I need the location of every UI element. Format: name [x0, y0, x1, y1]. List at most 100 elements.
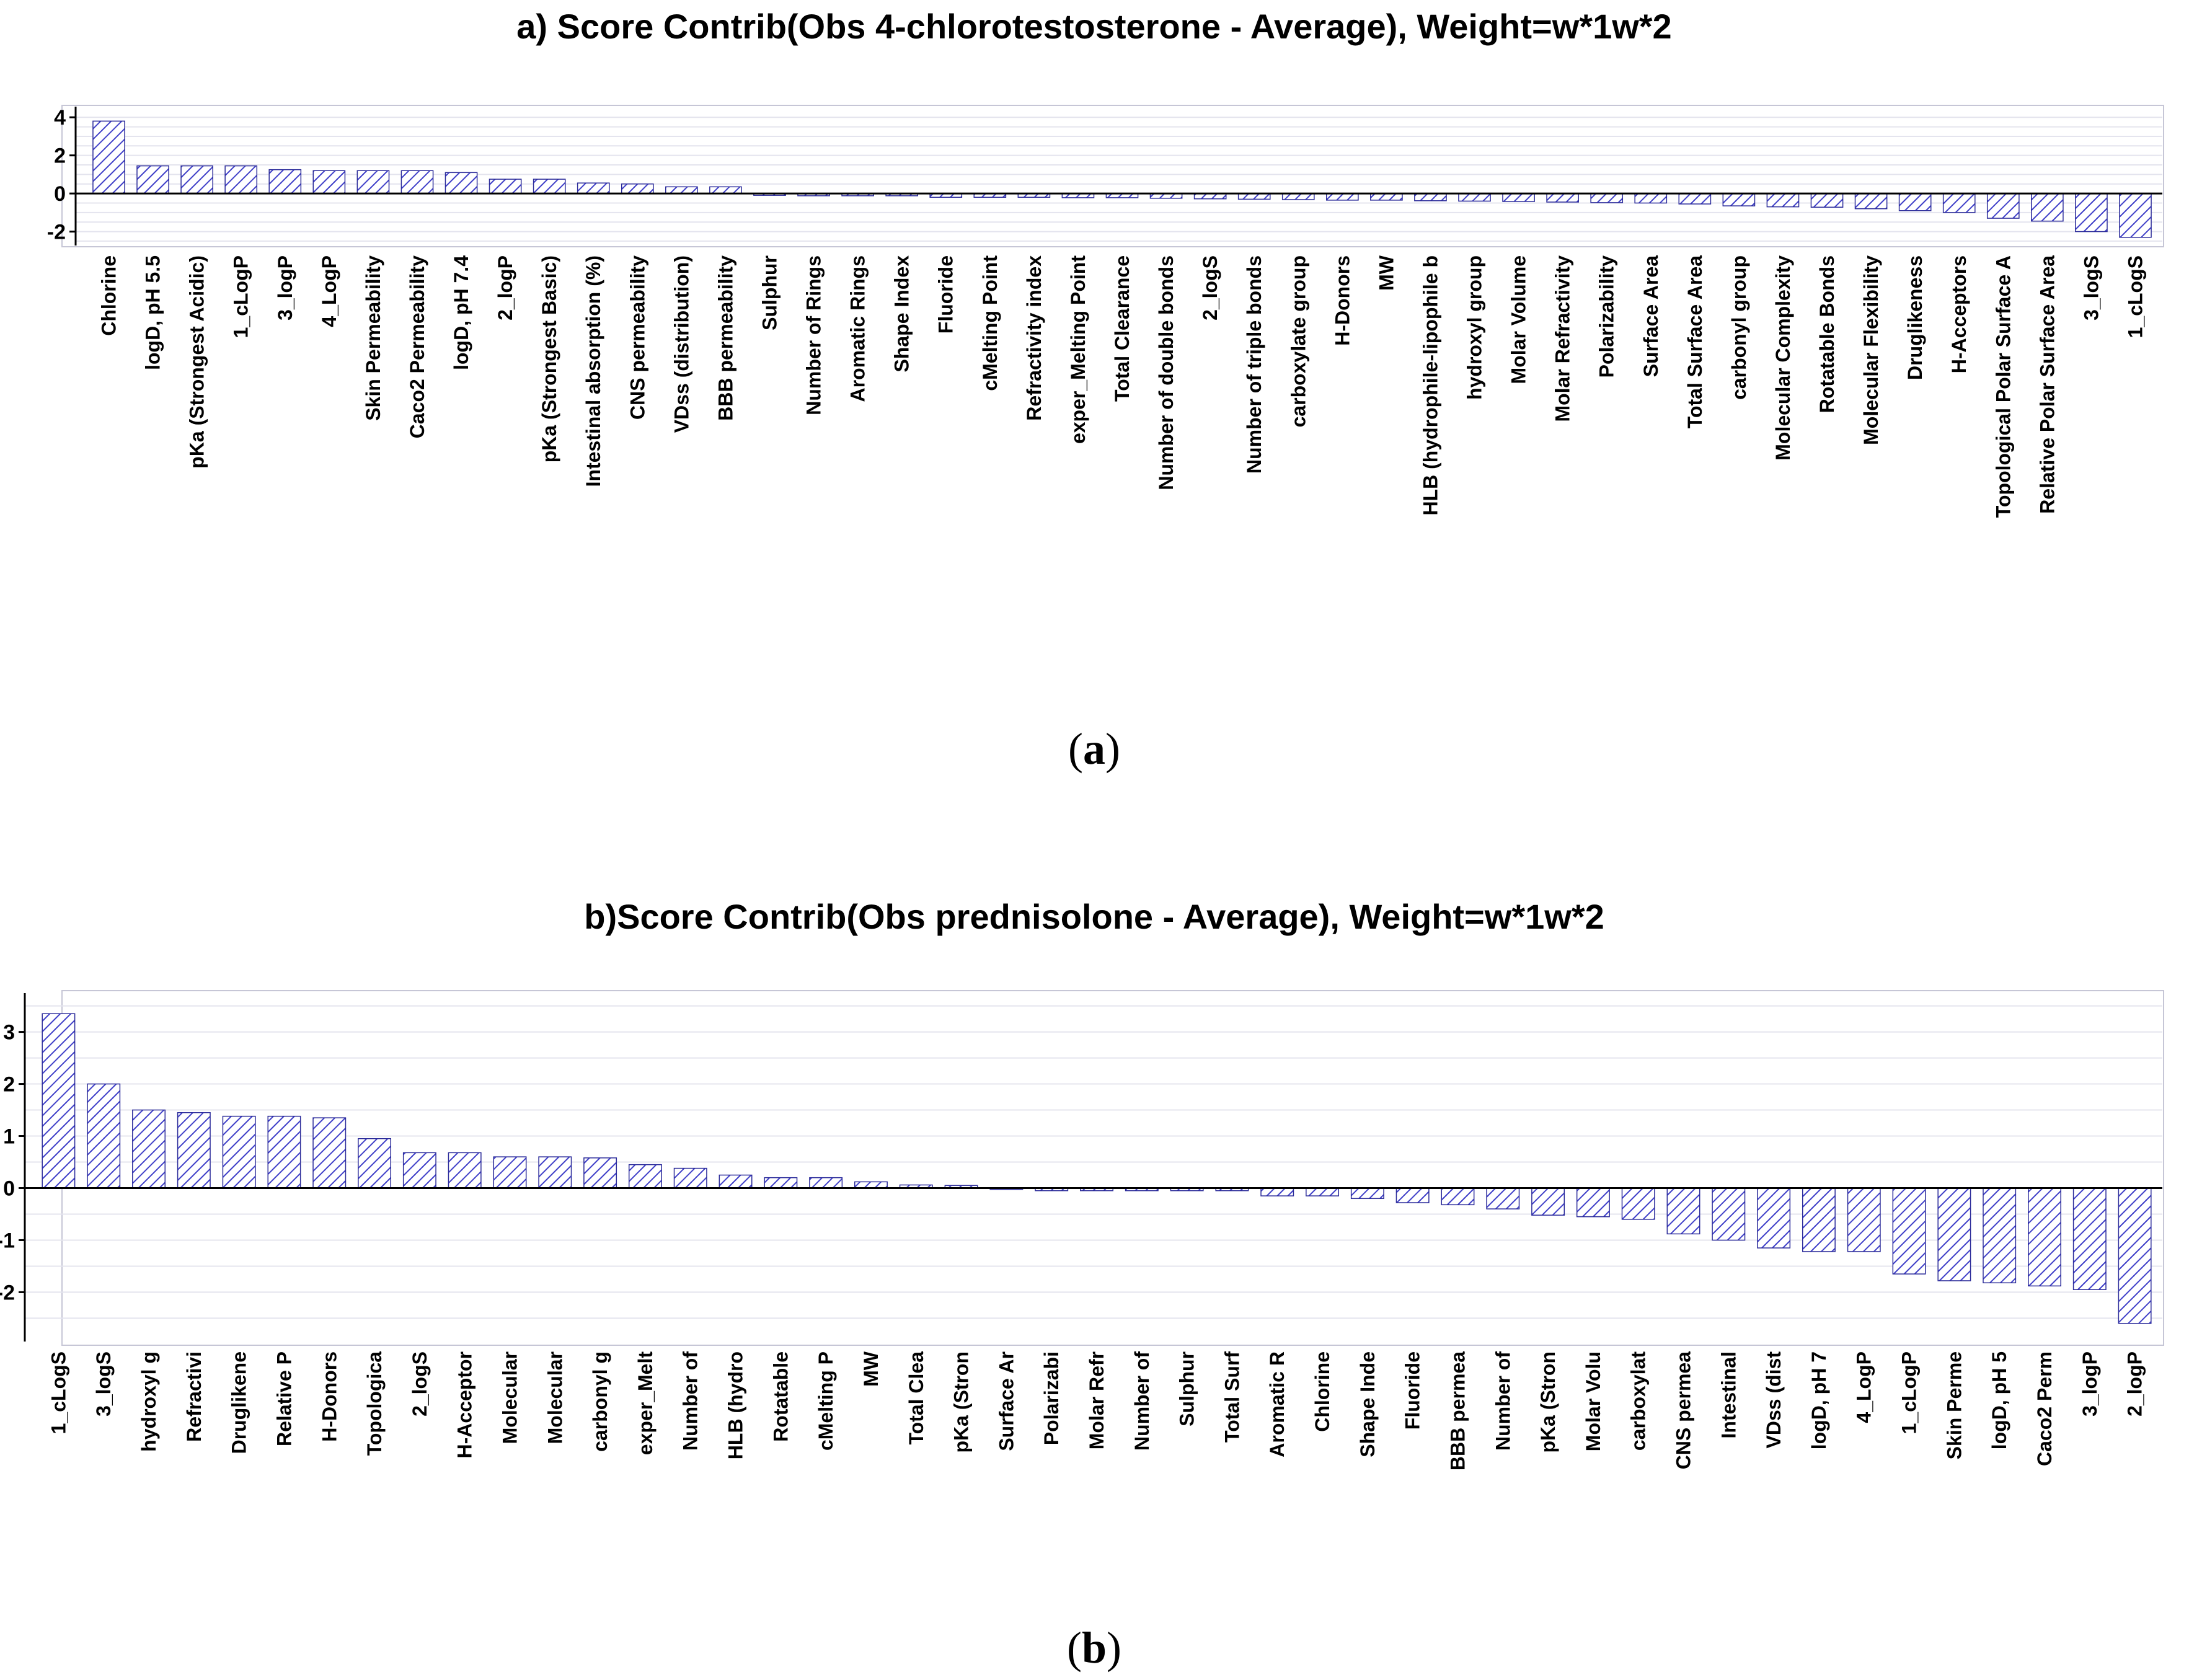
chart-a-bar	[1722, 193, 1756, 206]
chart-a-bar	[665, 186, 698, 194]
chart-a-grid	[76, 117, 2162, 242]
chart-b-bar	[1576, 1187, 1610, 1218]
chart-a-bar	[2031, 193, 2064, 222]
chart-b-bar	[1350, 1187, 1384, 1200]
chart-b-category-label: Topologica	[363, 1351, 386, 1456]
chart-b-bar	[1486, 1187, 1520, 1209]
chart-b-bar	[312, 1117, 347, 1189]
chart-b-bar	[1306, 1187, 1340, 1196]
caption-a: (a)	[1068, 724, 1120, 774]
chart-b-category-label: 4_LogP	[1853, 1351, 1875, 1423]
chart-a-category-label: logD, pH 5.5	[142, 255, 164, 370]
chart-b-bar	[87, 1083, 121, 1189]
chart-b-category-label: exper_Melt	[634, 1351, 657, 1456]
chart-b-y-tick-label: -1	[0, 1229, 15, 1252]
caption-b: (b)	[1067, 1623, 1121, 1673]
chart-a-category-label: 1_cLogP	[230, 255, 252, 338]
chart-a-y-ticks: -2 0 2 4	[47, 106, 76, 244]
chart-b-bar	[493, 1156, 527, 1189]
chart-b-category-label: Shape Inde	[1356, 1351, 1379, 1457]
chart-a-category-label: Molar Refractivity	[1552, 255, 1574, 422]
chart-a-category-label: Relative Polar Surface Area	[2036, 255, 2058, 514]
chart-b-category-label: Number of	[679, 1351, 702, 1451]
chart-b-bar	[1983, 1187, 2017, 1284]
chart-a-bar	[180, 165, 213, 194]
chart-b-bar	[448, 1152, 482, 1189]
chart-a-bar	[533, 179, 566, 194]
chart-a-category-label: CNS permeability	[626, 255, 648, 420]
chart-b-category-label: Sulphur	[1176, 1351, 1198, 1426]
chart-a-bar	[1810, 193, 1844, 208]
chart-a-category-label: H-Donors	[1331, 255, 1353, 346]
chart-a-bar	[1546, 193, 1579, 203]
chart-b-bar	[2028, 1187, 2061, 1287]
chart-a-category-label: 2_logP	[494, 255, 516, 321]
chart-a-bar	[1590, 193, 1624, 203]
chart-b-x-tick-labels: 1_cLogS 3_logS hydroxyl g Refractivi Druglik…	[47, 1351, 2146, 1470]
chart-a-y-tick-label: 2	[54, 144, 66, 168]
chart-a-category-label: Intestinal absorption (%)	[582, 255, 604, 487]
chart-a-category-label: H-Acceptors	[1948, 255, 1970, 373]
chart-a-category-label: MW	[1375, 255, 1397, 291]
chart-a-bar	[489, 179, 522, 194]
chart-b-category-label: Caco2 Perm	[2033, 1351, 2056, 1466]
chart-a-category-label: Number of double bonds	[1155, 255, 1177, 490]
chart-a-bar	[136, 165, 169, 194]
chart-b-bar	[1531, 1187, 1565, 1216]
chart-a-bar	[621, 183, 654, 194]
chart-b-category-label: Molar Volu	[1582, 1351, 1604, 1451]
chart-a-category-label: HLB (hydrophile-lipophile b	[1419, 255, 1441, 516]
chart-a-category-label: Chlorine	[98, 255, 120, 336]
chart-a-category-label: carboxylate group	[1287, 255, 1309, 427]
chart-b-bar	[358, 1138, 392, 1189]
chart-b-category-label: Total Clea	[905, 1351, 927, 1445]
chart-b-y-tick-label: 0	[3, 1177, 15, 1200]
chart-b-y-ticks: -2 -1 0 1 2 3	[0, 1021, 25, 1304]
chart-a-category-label: Surface Area	[1640, 255, 1662, 377]
chart-a-bar	[1325, 193, 1359, 201]
chart-b-bar	[402, 1152, 436, 1189]
chart-b-category-label: VDss (dist	[1762, 1351, 1785, 1449]
chart-b-bar	[628, 1164, 662, 1189]
chart-a-category-label: Aromatic Rings	[847, 255, 869, 402]
chart-b-y-tick-label: -2	[0, 1281, 15, 1304]
chart-a-bar	[2075, 193, 2108, 232]
chart-b-bar	[1802, 1187, 1836, 1252]
chart-b-category-label: Relative P	[273, 1351, 295, 1446]
chart-b-bar	[719, 1174, 753, 1189]
chart-b-category-label: 1_cLogP	[1898, 1351, 1921, 1434]
chart-b-y-tick-label: 1	[3, 1125, 15, 1149]
chart-a-bar	[92, 120, 125, 194]
chart-a-category-label: Refractivity index	[1023, 255, 1045, 421]
chart-b-bar	[1260, 1187, 1294, 1196]
chart-b-y-tick-label: 2	[3, 1073, 15, 1097]
chart-a-x-tick-labels: Chlorine logD, pH 5.5 pKa (Strongest Acidi…	[98, 255, 2147, 518]
chart-b-category-label: Skin Perme	[1943, 1351, 1965, 1459]
chart-a-title: a) Score Contrib(Obs 4-chlorotestosteron…	[516, 7, 1671, 46]
chart-b-bar	[1666, 1187, 1700, 1235]
chart-a-category-label: Druglikeness	[1904, 255, 1926, 380]
chart-a-category-label: Polarizability	[1596, 255, 1618, 378]
chart-a-category-label: VDss (distribution)	[670, 255, 692, 433]
chart-a-bar	[709, 186, 742, 194]
chart-b-bar	[1847, 1187, 1881, 1252]
chart-b-bar	[538, 1156, 572, 1189]
chart-b-bar	[1712, 1187, 1746, 1241]
chart-b-category-label: Surface Ar	[995, 1351, 1017, 1451]
chart-a-category-label: 1_cLogS	[2124, 255, 2146, 338]
chart-b-category-label: Refractivi	[183, 1351, 205, 1442]
chart-b-category-label: Total Surf	[1221, 1351, 1243, 1443]
chart-b-bar	[673, 1167, 707, 1189]
chart-a-category-label: Total Clearance	[1111, 255, 1133, 402]
chart-a-bar	[356, 170, 390, 194]
chart-b-bars	[42, 1013, 2152, 1324]
chart-b-category-label: hydroxyl g	[138, 1351, 160, 1452]
chart-b-category-label: 3_logP	[2079, 1351, 2101, 1417]
chart-a-y-tick-label: 0	[54, 182, 66, 206]
chart-a-bar	[1634, 193, 1668, 204]
chart-a: a) Score Contrib(Obs 4-chlorotestosteron…	[47, 7, 2164, 774]
chart-a-bar	[1898, 193, 1932, 211]
chart-b-category-label: Molecular	[498, 1351, 521, 1444]
chart-a-bar	[1986, 193, 2020, 219]
chart-a-category-label: Caco2 Permeability	[406, 255, 428, 438]
